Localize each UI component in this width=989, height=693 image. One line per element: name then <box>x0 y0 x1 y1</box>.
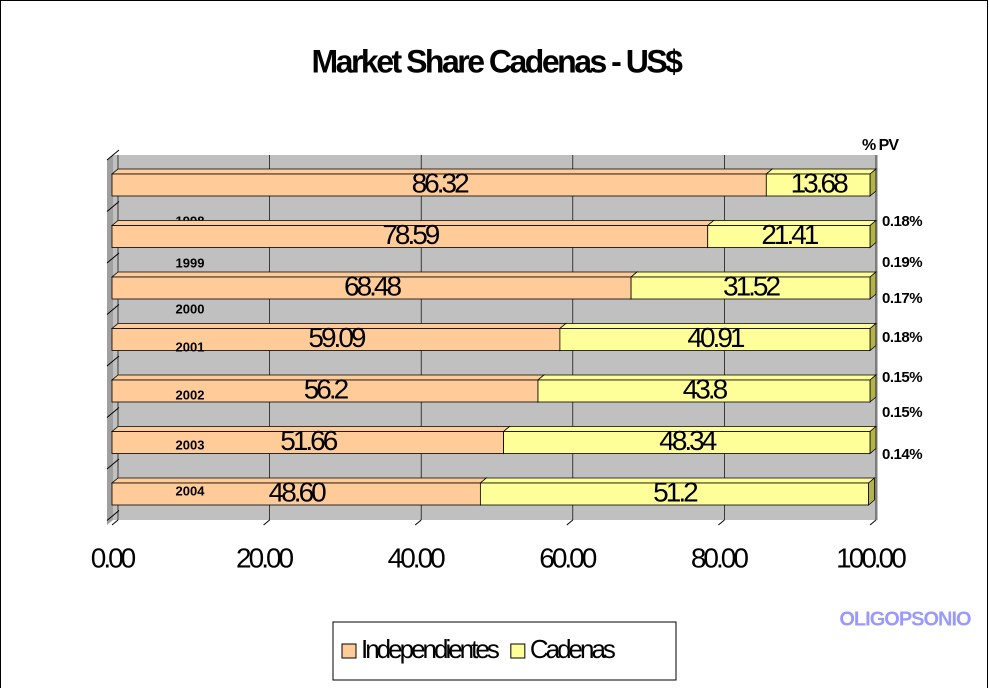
side-wall <box>107 155 113 525</box>
pv-label: 0.15% <box>882 404 922 421</box>
data-label: 78.59 <box>382 219 439 250</box>
x-tick-label: 100.00 <box>836 542 906 573</box>
x-tick-label: 20.00 <box>236 542 293 573</box>
pv-title: % PV <box>862 137 899 154</box>
data-label: 86.32 <box>412 167 469 198</box>
bar-side <box>869 322 877 352</box>
data-label: 31.52 <box>723 270 780 301</box>
bar <box>503 431 871 454</box>
bar <box>630 276 871 300</box>
data-label: 48.60 <box>269 476 326 507</box>
data-label: 48.34 <box>659 425 716 456</box>
wall-tick <box>106 355 120 367</box>
bar-segment <box>479 477 876 506</box>
data-label: 21.41 <box>761 219 818 250</box>
pv-label: 0.18% <box>882 213 922 230</box>
x-tick-label: 40.00 <box>388 542 445 573</box>
wall-tick <box>106 510 120 521</box>
tick-mark <box>263 519 270 526</box>
bar-segment <box>502 425 878 455</box>
wall-tick <box>106 407 120 418</box>
pv-label: 0.19% <box>882 254 922 271</box>
note: OLIGOPSONIO <box>839 608 971 630</box>
y-tick-label: 2004 <box>176 483 206 498</box>
tick-mark <box>718 519 725 526</box>
bar <box>537 379 871 403</box>
bar-segment <box>629 271 878 300</box>
bar-segment <box>536 374 878 403</box>
bar-segment <box>706 219 878 249</box>
legend-swatch <box>510 643 526 659</box>
bar-side <box>868 477 875 506</box>
data-label: 56.2 <box>304 373 349 404</box>
legend <box>332 621 677 681</box>
wall-tick <box>106 201 120 212</box>
wall-tick <box>106 304 120 315</box>
bar <box>707 225 871 248</box>
pv-label: 0.17% <box>882 290 922 307</box>
bar-side <box>869 425 877 455</box>
chart-title: Market Share Cadenas - US$ <box>312 43 684 79</box>
bar-side <box>869 219 877 249</box>
bar-segment <box>765 168 878 197</box>
wall-tick <box>106 458 120 470</box>
bar <box>479 482 869 506</box>
data-label: 51.2 <box>653 476 698 507</box>
x-tick-label: 60.00 <box>539 542 596 573</box>
y-tick-label: 2002 <box>176 387 205 402</box>
bar-segment <box>110 219 715 249</box>
tick-mark <box>869 519 877 526</box>
pv-label: 0.14% <box>882 446 922 463</box>
data-label: 59.09 <box>308 322 365 353</box>
data-label: 51.66 <box>280 425 337 456</box>
bar-segment <box>558 322 878 352</box>
bar <box>559 328 871 351</box>
y-tick-label: 1999 <box>176 255 205 270</box>
y-tick-label: 2003 <box>176 437 205 452</box>
data-label: 68.48 <box>344 270 401 301</box>
y-tick-label: 2000 <box>176 301 205 316</box>
tick-mark <box>111 519 119 526</box>
bar-side <box>869 168 877 197</box>
y-tick-label: 2001 <box>176 339 205 354</box>
data-label: 13.68 <box>791 167 848 198</box>
legend-label: Cadenas <box>530 634 616 664</box>
tick-mark <box>566 519 574 526</box>
wall-tick <box>106 149 120 161</box>
pv-label: 0.18% <box>882 329 922 346</box>
x-tick-label: 80.00 <box>691 542 748 573</box>
x-tick-label: 0.00 <box>91 542 136 573</box>
pv-label: 0.15% <box>882 369 922 386</box>
wall-tick <box>106 252 120 264</box>
bar <box>765 173 871 197</box>
data-label: 43.8 <box>683 373 728 404</box>
bar-segment <box>110 168 774 197</box>
tick-mark <box>414 519 422 526</box>
bar-side <box>869 374 877 403</box>
legend-swatch <box>341 643 357 659</box>
data-label: 40.91 <box>687 322 744 353</box>
bar-side <box>869 271 877 300</box>
bar-segment <box>110 374 546 403</box>
legend-label: Independientes <box>361 634 500 664</box>
